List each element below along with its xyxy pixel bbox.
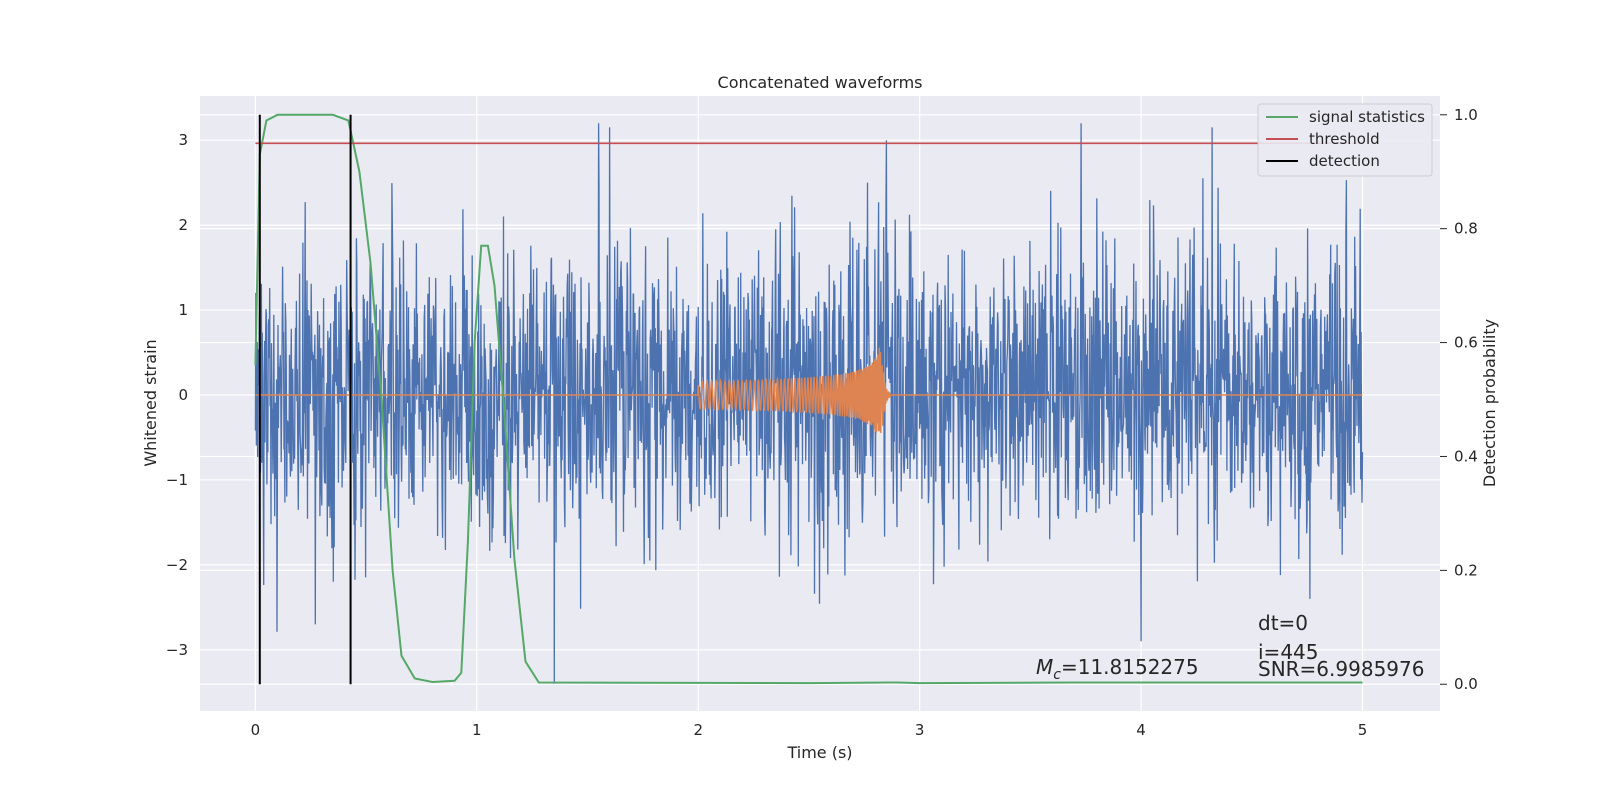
y2-tick-label: 0.4	[1454, 447, 1478, 465]
x-tick-label: 2	[693, 721, 703, 739]
legend-box	[1257, 103, 1433, 177]
annotation-i: i=445	[1258, 640, 1319, 664]
y2-tick-label: 0.2	[1454, 561, 1478, 579]
legend: signal statistics threshold detection	[1257, 103, 1433, 177]
y-tick-label: 1	[178, 301, 188, 319]
y2-tick-label: 1.0	[1454, 106, 1478, 124]
mc-value: =11.8152275	[1061, 655, 1199, 679]
y2-axis-label: Detection probability	[1480, 319, 1499, 487]
mc-symbol: M	[1036, 655, 1053, 679]
ticks: 0 1 2 3 4 5 −3 −2 −1 0 1 2 3 0.0 0.2 0.4 0.6 0.8 1.0	[166, 106, 1478, 739]
x-tick-label: 4	[1136, 721, 1146, 739]
x-tick-label: 3	[915, 721, 925, 739]
y-axis-label: Whitened strain	[141, 339, 160, 466]
x-tick-label: 5	[1358, 721, 1368, 739]
x-tick-label: 0	[251, 721, 261, 739]
y-tick-label: −1	[166, 471, 188, 489]
template-line	[255, 347, 1363, 434]
annotation-mc: Mc=11.8152275	[1036, 655, 1199, 683]
y2-tick-label: 0.0	[1454, 675, 1478, 693]
y-tick-label: 2	[178, 216, 188, 234]
signal-statistics-line	[254, 113, 1363, 685]
mc-subscript: c	[1053, 667, 1061, 683]
legend-label-detection: detection	[1309, 152, 1380, 170]
y-tick-label: 3	[178, 131, 188, 149]
legend-label-threshold: threshold	[1309, 130, 1380, 148]
x-tick-label: 1	[472, 721, 482, 739]
chart-title: Concatenated waveforms	[718, 73, 923, 92]
annotation-snr: SNR=6.9985976	[1258, 657, 1424, 681]
y2-tick-label: 0.8	[1454, 220, 1478, 238]
series-layer	[254, 113, 1364, 685]
y-tick-label: −3	[166, 641, 188, 659]
y-tick-label: 0	[178, 386, 188, 404]
noise-line	[254, 123, 1364, 684]
legend-label-statistics: signal statistics	[1309, 108, 1425, 126]
x-axis-label: Time (s)	[786, 743, 852, 762]
y-tick-label: −2	[166, 556, 188, 574]
y2-tick-label: 0.6	[1454, 334, 1478, 352]
annotation-dt: dt=0	[1258, 611, 1308, 635]
